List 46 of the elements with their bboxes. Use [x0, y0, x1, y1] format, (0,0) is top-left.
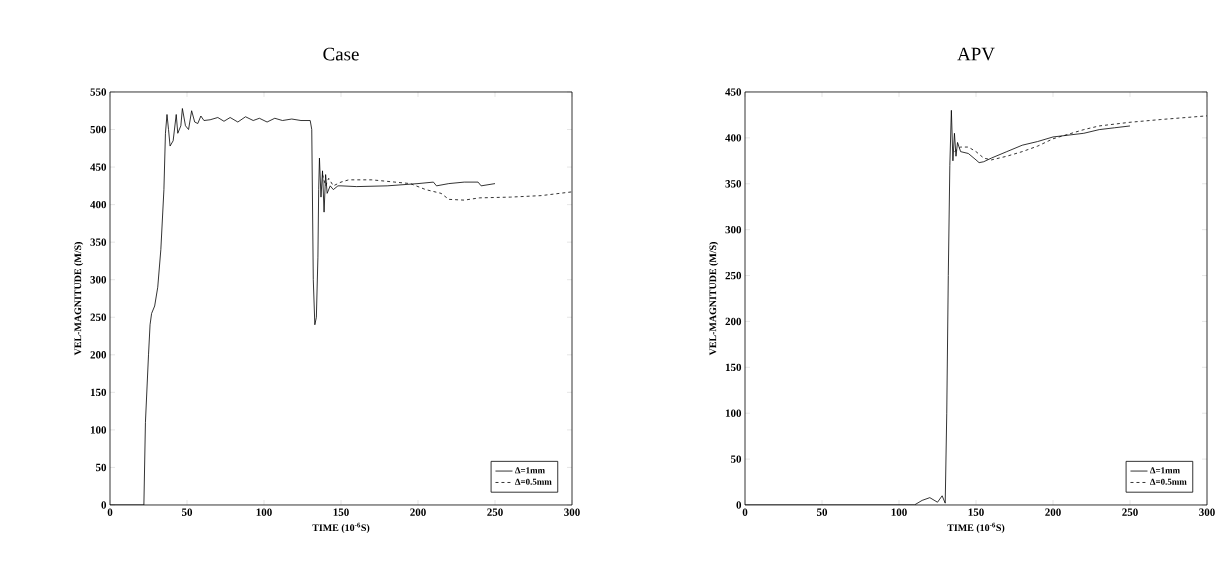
x-tick-label: 250: [487, 508, 503, 516]
y-tick-label: 150: [725, 363, 742, 372]
y-axis-title: VEL-MAGNITUDE (M/S): [74, 242, 84, 356]
chart-title: APV: [957, 47, 995, 61]
y-tick-label: 0: [101, 501, 107, 509]
x-tick-label: 100: [256, 508, 272, 516]
y-tick-label: 200: [90, 351, 107, 359]
y-tick-label: 450: [725, 88, 742, 96]
y-tick-label: 100: [90, 426, 107, 434]
x-tick-label: 150: [333, 508, 349, 516]
legend-label: Δ=0.5mm: [1150, 478, 1187, 485]
y-tick-label: 400: [90, 200, 107, 209]
x-tick-label: 200: [1045, 508, 1061, 516]
x-axis-title: TIME (10$^{-6}$S): [947, 522, 1005, 534]
y-tick-label: 200: [725, 317, 742, 326]
x-axis-title: TIME (10$^{-6}$S): [312, 522, 370, 534]
y-tick-label: 350: [90, 238, 107, 246]
x-tick-label: 0: [742, 508, 748, 516]
legend-label: Δ=1mm: [1150, 467, 1180, 474]
y-tick-label: 250: [90, 313, 107, 321]
x-tick-label: 200: [410, 508, 426, 516]
x-tick-label: 100: [891, 508, 907, 516]
y-tick-label: 400: [725, 134, 742, 142]
y-tick-label: 50: [730, 455, 742, 463]
y-tick-label: 100: [725, 409, 742, 417]
y-tick-label: 300: [90, 276, 107, 284]
y-tick-label: 300: [725, 225, 742, 234]
y-tick-label: 250: [725, 271, 742, 280]
y-tick-label: 150: [90, 388, 107, 397]
y-tick-label: 0: [736, 501, 742, 509]
y-tick-label: 50: [95, 463, 107, 472]
y-axis-title: VEL-MAGNITUDE (M/S): [709, 242, 719, 356]
x-tick-label: 0: [107, 508, 113, 516]
legend-label: Δ=0.5mm: [515, 478, 552, 485]
x-tick-label: 150: [968, 508, 984, 516]
x-tick-label: 50: [816, 508, 828, 516]
legend-label: Δ=1mm: [515, 467, 545, 474]
x-tick-label: 250: [1122, 508, 1138, 516]
y-tick-label: 500: [90, 125, 107, 134]
x-tick-label: 300: [1199, 508, 1215, 516]
y-tick-label: 550: [90, 88, 107, 96]
chart-title: Case: [323, 47, 359, 61]
y-tick-label: 350: [725, 180, 742, 188]
x-tick-label: 300: [564, 508, 580, 516]
y-tick-label: 450: [90, 163, 107, 171]
x-tick-label: 50: [181, 508, 193, 516]
